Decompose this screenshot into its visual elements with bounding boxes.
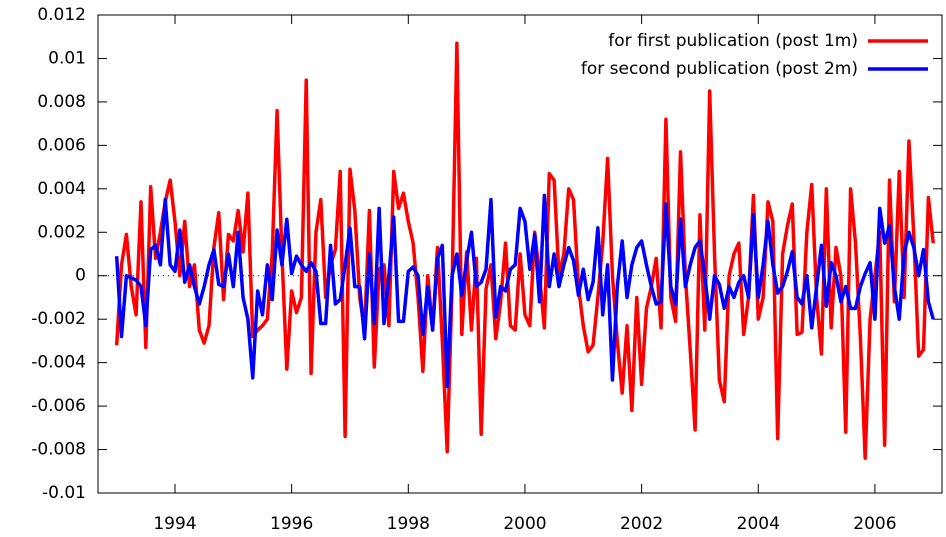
y-tick-label: 0.002 (37, 222, 86, 242)
y-tick-label: -0.004 (31, 353, 86, 373)
legend-label: for first publication (post 1m) (608, 31, 858, 51)
x-tick-label: 2000 (503, 514, 546, 534)
y-tick-label: 0.006 (37, 135, 86, 155)
y-tick-label: 0.01 (48, 48, 86, 68)
y-tick-label: -0.006 (31, 396, 86, 416)
y-tick-label: -0.01 (42, 483, 86, 503)
plot-frame (97, 14, 943, 494)
x-tick-label: 1996 (270, 514, 313, 534)
legend-label: for second publication (post 2m) (581, 59, 858, 79)
x-tick-label: 1998 (387, 514, 430, 534)
y-tick-label: -0.008 (31, 440, 86, 460)
x-tick-label: 2006 (853, 514, 896, 534)
series-line (114, 193, 935, 389)
y-tick-label: 0.004 (37, 179, 86, 199)
x-tick-label: 2002 (620, 514, 663, 534)
y-tick-label: 0.008 (37, 92, 86, 112)
y-tick-label: 0.012 (37, 5, 86, 25)
x-tick-label: 1994 (153, 514, 196, 534)
x-tick-label: 2004 (737, 514, 780, 534)
series-line (114, 41, 935, 460)
y-tick-label: 0 (75, 266, 86, 286)
y-tick-label: -0.002 (31, 309, 86, 329)
